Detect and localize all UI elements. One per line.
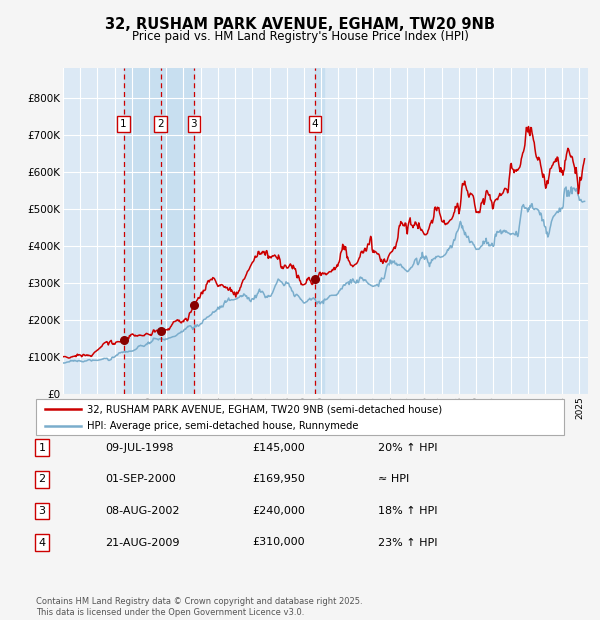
Text: 4: 4 [311,118,319,129]
Text: 3: 3 [38,506,46,516]
Text: 2: 2 [38,474,46,484]
Text: 1: 1 [120,118,127,129]
Text: £145,000: £145,000 [252,443,305,453]
Text: ≈ HPI: ≈ HPI [378,474,409,484]
Text: 20% ↑ HPI: 20% ↑ HPI [378,443,437,453]
Text: 32, RUSHAM PARK AVENUE, EGHAM, TW20 9NB (semi-detached house): 32, RUSHAM PARK AVENUE, EGHAM, TW20 9NB … [87,404,442,414]
Text: 23% ↑ HPI: 23% ↑ HPI [378,538,437,547]
Text: 32, RUSHAM PARK AVENUE, EGHAM, TW20 9NB: 32, RUSHAM PARK AVENUE, EGHAM, TW20 9NB [105,17,495,32]
Bar [124,68,194,394]
Text: £310,000: £310,000 [252,538,305,547]
Text: 3: 3 [191,118,197,129]
Text: 08-AUG-2002: 08-AUG-2002 [105,506,179,516]
Text: 18% ↑ HPI: 18% ↑ HPI [378,506,437,516]
Text: 01-SEP-2000: 01-SEP-2000 [105,474,176,484]
Text: Price paid vs. HM Land Registry's House Price Index (HPI): Price paid vs. HM Land Registry's House … [131,30,469,43]
Text: £240,000: £240,000 [252,506,305,516]
Text: 09-JUL-1998: 09-JUL-1998 [105,443,173,453]
Text: HPI: Average price, semi-detached house, Runnymede: HPI: Average price, semi-detached house,… [87,421,359,432]
Text: £169,950: £169,950 [252,474,305,484]
Bar [315,68,323,394]
Text: 1: 1 [38,443,46,453]
Text: 4: 4 [38,538,46,547]
Text: 2: 2 [157,118,164,129]
Text: 21-AUG-2009: 21-AUG-2009 [105,538,179,547]
Text: Contains HM Land Registry data © Crown copyright and database right 2025.
This d: Contains HM Land Registry data © Crown c… [36,598,362,617]
